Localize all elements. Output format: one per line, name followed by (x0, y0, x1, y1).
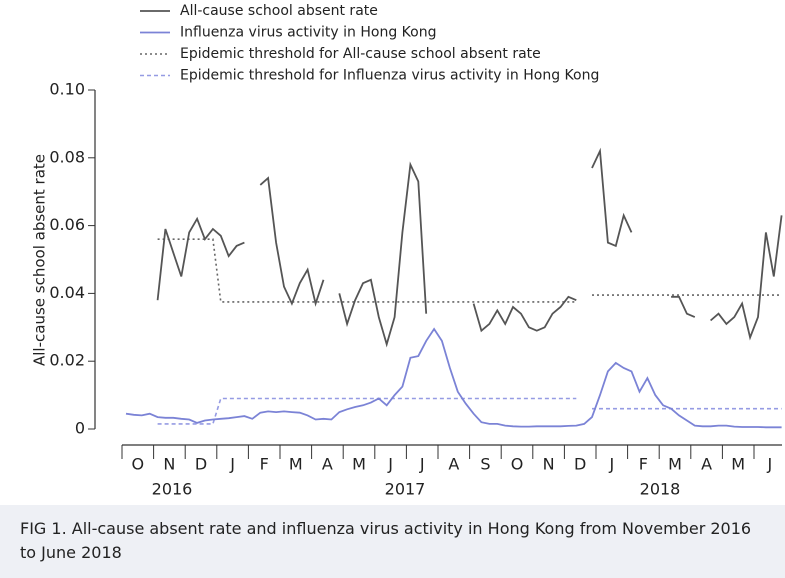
legend-label: Epidemic threshold for Influenza virus a… (180, 68, 599, 84)
x-tick-label: M (289, 455, 303, 474)
year-label: 2016 (152, 480, 193, 499)
legend-label: Epidemic threshold for All-cause school … (180, 46, 541, 62)
x-tick-label: S (480, 455, 490, 474)
y-axis-label: All-cause school absent rate (31, 154, 49, 366)
legend-label: Influenza virus activity in Hong Kong (180, 25, 436, 41)
legend-label: All-cause school absent rate (180, 3, 378, 19)
series-line (157, 397, 782, 425)
y-tick-label: 0.02 (49, 351, 85, 370)
x-tick-label: J (608, 455, 614, 474)
series-line (156, 147, 783, 348)
x-tick-label: J (387, 455, 393, 474)
year-label: 2017 (385, 480, 426, 499)
x-tick-label: F (260, 455, 269, 474)
x-tick-label: M (668, 455, 682, 474)
chart: All-cause school absent rate 0 0.02 0.04 0.… (31, 3, 783, 499)
x-tick-label: A (448, 455, 459, 474)
x-tick-label: A (701, 455, 712, 474)
y-tick-label: 0.06 (49, 215, 85, 234)
x-tick-label: O (132, 455, 145, 474)
x-tick-label: D (574, 455, 586, 474)
year-label: 2018 (640, 480, 681, 499)
x-tick-label: J (229, 455, 235, 474)
y-tick-label: 0 (75, 419, 85, 438)
x-tick-label: M (731, 455, 745, 474)
caption: FIG 1. All-cause absent rate and influen… (0, 505, 785, 578)
x-tick-label: J (766, 455, 772, 474)
x-tick-label: F (639, 455, 648, 474)
x-tick-label: M (352, 455, 366, 474)
x-tick-label: N (163, 455, 175, 474)
y-tick-label: 0.04 (49, 283, 85, 302)
x-tick-label: N (543, 455, 555, 474)
series-line (125, 327, 782, 429)
x-tick-label: D (195, 455, 207, 474)
y-tick-label: 0.08 (49, 147, 85, 166)
x-tick-label: O (511, 455, 524, 474)
series-line (157, 238, 782, 303)
y-tick-label: 0.10 (49, 80, 85, 99)
x-tick-label: A (322, 455, 333, 474)
x-tick-label: J (419, 455, 425, 474)
